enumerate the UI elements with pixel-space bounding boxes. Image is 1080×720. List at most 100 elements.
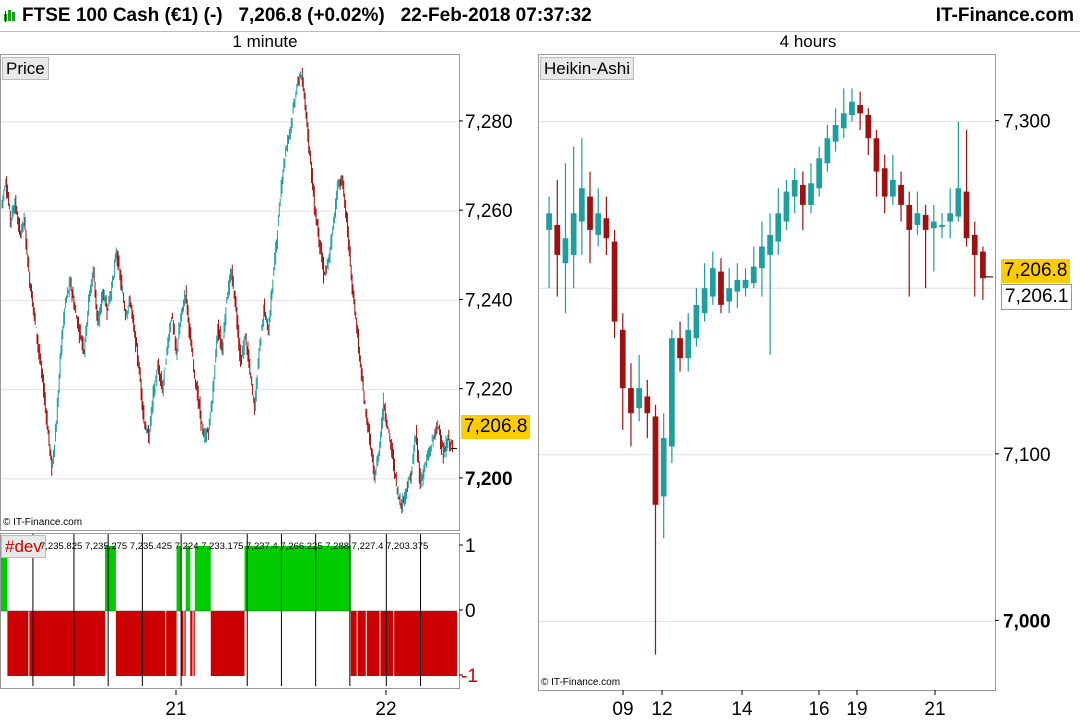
dev-axis: 1 0 -1 (459, 536, 478, 687)
ha-candle (963, 191, 970, 239)
ha-candle (701, 288, 708, 314)
x-tick-label: 19 (846, 699, 867, 720)
ha-candle (849, 101, 855, 115)
dev-gap (356, 611, 358, 676)
brand-logo-text[interactable]: IT-Finance.com (935, 5, 1074, 26)
ha-candle (865, 114, 872, 139)
dev-bar (104, 546, 116, 611)
ha-candle (980, 251, 986, 279)
ha-candle (677, 338, 683, 359)
dev-value-labels: 7,235.825 7,235.275 7,235.425 7,224 7,23… (40, 541, 429, 552)
ha-candle (587, 196, 593, 230)
left-price-chart-frame[interactable] (0, 54, 460, 531)
ha-candle (718, 271, 724, 305)
ha-candle (652, 416, 659, 505)
ha-candle (570, 213, 577, 255)
ha-candle (628, 388, 634, 414)
ha-candle (726, 288, 733, 302)
ha-candle (898, 184, 904, 205)
title-bar: FTSE 100 Cash (€1) (-) 7,206.8 (+0.02%) … (0, 0, 1080, 32)
ha-candle (873, 138, 880, 172)
instrument-title: FTSE 100 Cash (€1) (-) 7,206.8 (+0.02%) … (22, 5, 592, 26)
ha-candle (857, 104, 863, 114)
ha-candle (816, 158, 823, 189)
dev-gap (5, 611, 7, 676)
dev-gap (256, 611, 258, 676)
price-label: Price (2, 57, 49, 80)
ha-candle (824, 138, 831, 164)
left-credit: © IT-Finance.com (3, 517, 83, 528)
left-last-price-tag: 7,206.8 (461, 415, 531, 439)
ha-candle (832, 124, 839, 142)
dev-bar (1, 546, 8, 611)
ha-candle (578, 188, 585, 222)
ha-candle (775, 213, 782, 242)
ha-candle (939, 224, 945, 227)
ha-candle (808, 183, 814, 205)
dev-gap (183, 611, 185, 676)
x-tick-label: 14 (731, 699, 753, 720)
ha-candle (930, 221, 937, 229)
ha-candle (554, 224, 561, 255)
x-tick-label: 12 (651, 699, 672, 720)
x-tick-label: 21 (924, 699, 945, 720)
left-price-axis: 7,280 7,260 7,240 7,220 7,200 (459, 112, 513, 490)
ha-candle (546, 213, 552, 230)
ha-candle (685, 329, 692, 359)
right-credit: © IT-Finance.com (541, 677, 621, 688)
y-tick-label: 7,000 (1003, 611, 1051, 632)
x-tick-label: 16 (808, 699, 829, 720)
dev-bar (244, 546, 351, 611)
dev-bar (115, 611, 177, 676)
dev-tick-label: -1 (461, 666, 478, 687)
dev-tick-label: 0 (465, 601, 476, 622)
heikin-ashi-chart (539, 88, 993, 655)
dev-gap (365, 611, 367, 676)
ha-candle (783, 191, 790, 222)
left-time-axis: 21 22 (165, 690, 397, 720)
ha-candle (947, 213, 954, 222)
x-tick-label: 21 (165, 699, 186, 720)
y-tick-label: 7,260 (465, 201, 513, 222)
ha-candle (799, 184, 806, 205)
right-last-price-tag: 7,206.8 (1001, 259, 1071, 283)
dev-indicator-label: #dev (1, 535, 46, 558)
ha-candle (660, 438, 667, 497)
dev-gap (165, 611, 167, 676)
y-tick-label: 7,240 (465, 290, 513, 311)
ha-candle (595, 213, 602, 235)
ha-candle (971, 234, 978, 255)
dev-gap (28, 611, 30, 676)
y-tick-label: 7,100 (1003, 445, 1051, 466)
dev-gap (192, 611, 194, 676)
right-ha-chart-frame[interactable] (538, 54, 996, 691)
ha-candle (759, 246, 765, 269)
ha-candle (906, 204, 913, 230)
ha-candle (890, 179, 896, 197)
y-tick-label: 7,300 (1003, 112, 1051, 133)
ha-candle (562, 238, 569, 264)
ha-candle (644, 396, 651, 414)
dev-indicator-chart (1, 534, 457, 686)
ha-candle (742, 279, 749, 289)
ha-candle (611, 241, 618, 322)
dev-gap (110, 611, 112, 676)
ha-candle (693, 304, 700, 339)
dev-bar (210, 611, 245, 676)
dev-indicator-frame[interactable] (0, 533, 460, 689)
ha-candle (955, 188, 962, 217)
dev-bar (185, 546, 191, 611)
ha-candle (603, 218, 610, 239)
x-tick-label: 22 (375, 699, 396, 720)
dev-gap (265, 611, 267, 676)
ha-candle (734, 279, 741, 292)
dev-gap (379, 611, 381, 676)
dev-bar (7, 611, 105, 676)
right-prev-price-tag: 7,206.1 (1001, 284, 1073, 310)
dev-bar (194, 546, 211, 611)
ha-candle (669, 338, 675, 447)
dev-bar (176, 546, 182, 611)
y-tick-label: 7,220 (465, 380, 513, 401)
ha-candle (840, 113, 847, 129)
dev-tick-label: 1 (465, 536, 476, 557)
